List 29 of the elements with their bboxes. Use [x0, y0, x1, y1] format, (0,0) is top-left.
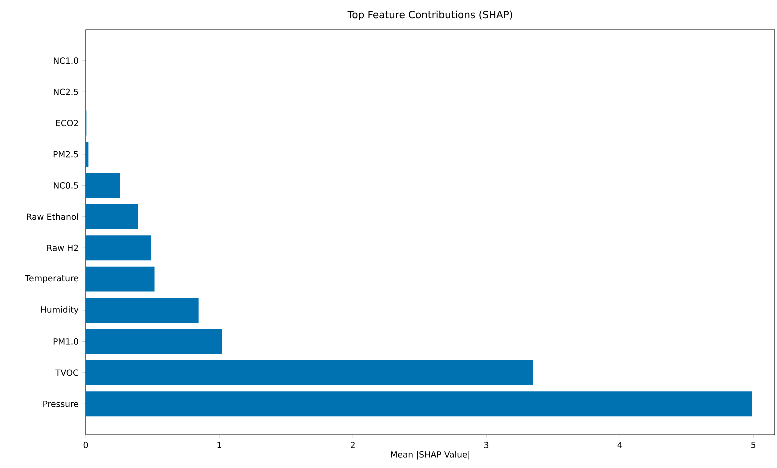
y-tick-label: Raw Ethanol	[27, 214, 78, 220]
y-tick-label: TVOC	[56, 370, 79, 376]
y-tick-label: NC2.5	[54, 88, 78, 96]
y-tick-label: Humidity	[41, 306, 79, 315]
x-tick-label: 1	[218, 442, 222, 448]
x-tick-label: 4	[618, 442, 622, 448]
y-tick-label: Temperature	[25, 275, 79, 284]
y-tick-label: ECO2	[56, 120, 78, 126]
y-tick-label: Pressure	[44, 400, 79, 408]
y-tick-label: PM1.0	[54, 338, 78, 345]
bar	[86, 266, 155, 292]
bar	[86, 173, 120, 198]
bar	[86, 392, 752, 417]
x-tick-label: 5	[752, 442, 756, 448]
bar	[86, 142, 89, 167]
x-tick-label: 3	[484, 442, 489, 448]
bar	[86, 298, 199, 323]
x-tick-label: 2	[350, 442, 355, 448]
bar	[86, 360, 534, 386]
y-tick-label: PM2.5	[54, 151, 78, 158]
bar	[86, 329, 222, 354]
y-tick-label: NC1.0	[54, 58, 78, 64]
x-tick-label: 0	[84, 442, 88, 448]
y-tick-label: NC0.5	[54, 182, 78, 189]
bar	[86, 236, 152, 261]
x-axis-title: Mean |SHAP Value|	[391, 451, 470, 460]
chart-title: Top Feature Contributions (SHAP)	[348, 10, 512, 21]
bar	[86, 204, 138, 230]
y-tick-label: Raw H2	[48, 244, 78, 252]
